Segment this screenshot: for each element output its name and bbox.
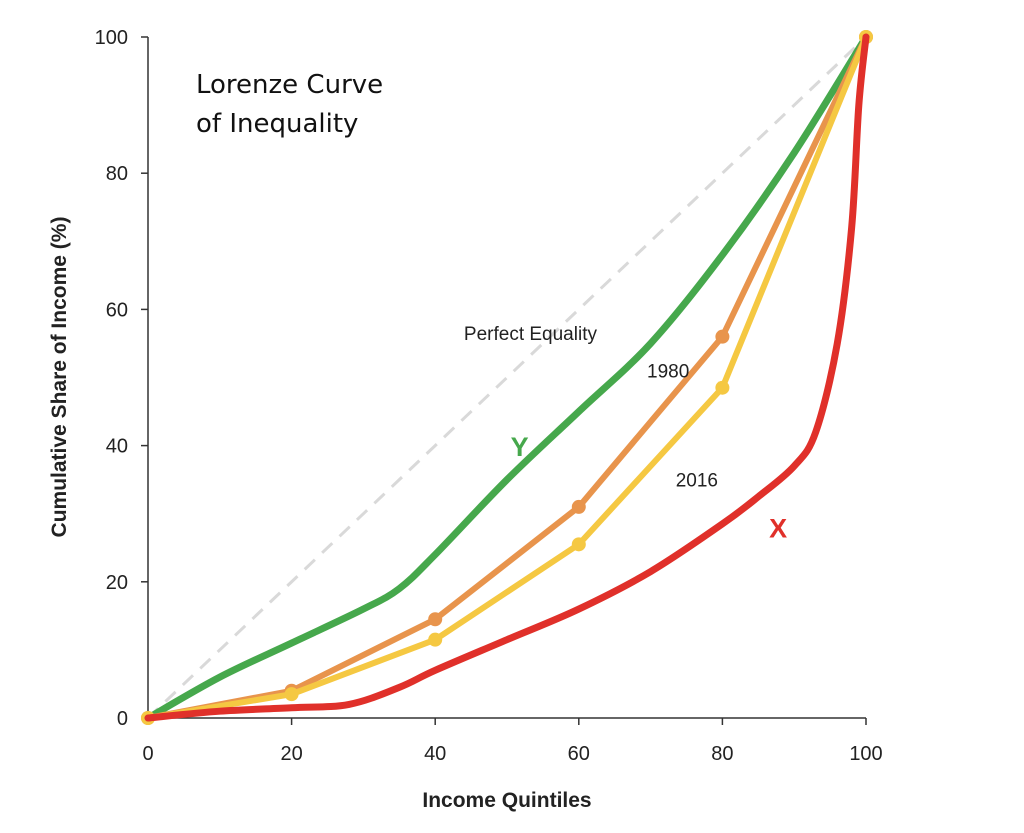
y-tick-label: 60 bbox=[106, 299, 128, 321]
annotation-layer: Perfect Equality 1980 2016 Y X bbox=[464, 324, 787, 543]
series-line-2016 bbox=[145, 34, 869, 721]
data-point-2016 bbox=[284, 687, 299, 702]
data-point-2016 bbox=[428, 632, 443, 647]
x-axis-label: Income Quintiles bbox=[422, 789, 591, 812]
series-layer bbox=[141, 30, 873, 725]
annotation-y: Y bbox=[511, 432, 529, 462]
y-tick-label: 0 bbox=[117, 708, 128, 730]
y-tick-label: 40 bbox=[106, 436, 128, 458]
series-line-y bbox=[144, 33, 870, 722]
annotation-1980: 1980 bbox=[647, 362, 689, 383]
data-point-1980 bbox=[571, 499, 586, 514]
series-perfect-equality bbox=[146, 35, 868, 720]
annotation-2016: 2016 bbox=[676, 470, 718, 491]
x-tick-label: 60 bbox=[568, 743, 590, 765]
x-tick-label: 80 bbox=[711, 743, 733, 765]
y-tick-label: 100 bbox=[95, 27, 128, 49]
series-x bbox=[144, 33, 870, 722]
series-line-perfect-equality bbox=[146, 35, 868, 720]
data-point-2016 bbox=[715, 380, 730, 395]
y-axis-ticks: 0 20 40 60 80 100 bbox=[95, 27, 148, 730]
x-tick-label: 100 bbox=[849, 743, 882, 765]
x-axis-ticks: 0 20 40 60 80 100 bbox=[142, 718, 883, 765]
x-tick-label: 0 bbox=[142, 743, 153, 765]
y-axis-label: Cumulative Share of Income (%) bbox=[48, 217, 71, 538]
annotation-perfect-equality: Perfect Equality bbox=[464, 324, 598, 345]
x-tick-label: 20 bbox=[280, 743, 302, 765]
series-y bbox=[144, 33, 870, 722]
x-tick-label: 40 bbox=[424, 743, 446, 765]
y-tick-label: 80 bbox=[106, 163, 128, 185]
chart-title: Lorenze Curve bbox=[196, 70, 383, 100]
axes: 0 20 40 60 80 100 0 20 40 60 80 100 bbox=[95, 27, 883, 765]
series-line-x bbox=[144, 33, 870, 722]
annotation-x: X bbox=[769, 514, 787, 544]
data-point-2016 bbox=[571, 537, 586, 552]
data-point-1980 bbox=[428, 612, 443, 627]
y-tick-label: 20 bbox=[106, 572, 128, 594]
chart-subtitle: of Inequality bbox=[196, 109, 358, 139]
data-point-1980 bbox=[715, 329, 730, 344]
